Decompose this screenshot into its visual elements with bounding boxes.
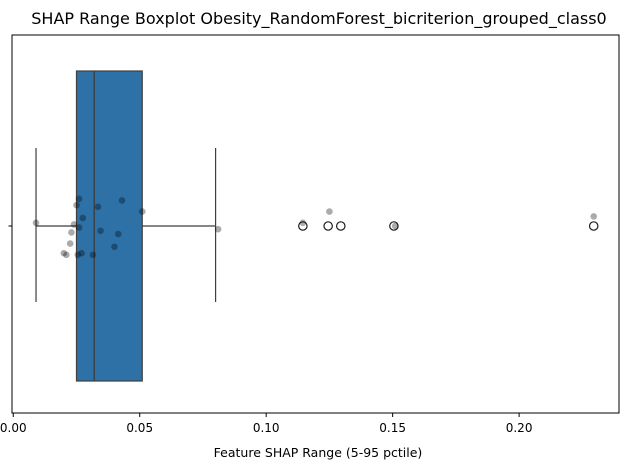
strip-point [79, 214, 87, 222]
strip-point [118, 197, 126, 204]
strip-point [299, 219, 307, 227]
strip-point [590, 213, 598, 220]
strip-point [73, 201, 80, 209]
strip-point [70, 221, 78, 228]
strip-point [391, 222, 399, 230]
strip-point [97, 227, 104, 235]
x-axis-label: Feature SHAP Range (5-95 pctile) [214, 445, 423, 460]
x-tick-label: 0.10 [253, 421, 280, 435]
x-tick-label: 0.15 [379, 421, 406, 435]
x-tick-label: 0.05 [126, 421, 153, 435]
outlier-point [298, 221, 308, 231]
strip-point [75, 224, 83, 231]
strip-point [78, 249, 85, 257]
strip-point [32, 219, 40, 227]
x-tick-label: 0.00 [0, 421, 27, 435]
strip-point [60, 249, 68, 257]
strip-point [138, 208, 146, 215]
strip-point [94, 203, 102, 211]
outlier-point [588, 221, 599, 231]
strip-point [89, 251, 97, 259]
outlier-point [323, 221, 333, 231]
strip-point [214, 225, 222, 233]
strip-point [63, 251, 70, 259]
outlier-point [335, 221, 346, 231]
strip-point [114, 230, 122, 238]
strip-point [66, 240, 74, 247]
x-tick-label: 0.20 [506, 421, 533, 435]
strip-point [326, 208, 333, 215]
strip-point [75, 195, 83, 203]
strip-point [68, 229, 75, 236]
plot-frame [11, 34, 620, 414]
iqr-box [75, 70, 143, 382]
strip-point [74, 251, 82, 259]
outlier-point [389, 221, 399, 231]
strip-point [111, 243, 118, 251]
chart-title: SHAP Range Boxplot Obesity_RandomForest_… [31, 9, 606, 29]
